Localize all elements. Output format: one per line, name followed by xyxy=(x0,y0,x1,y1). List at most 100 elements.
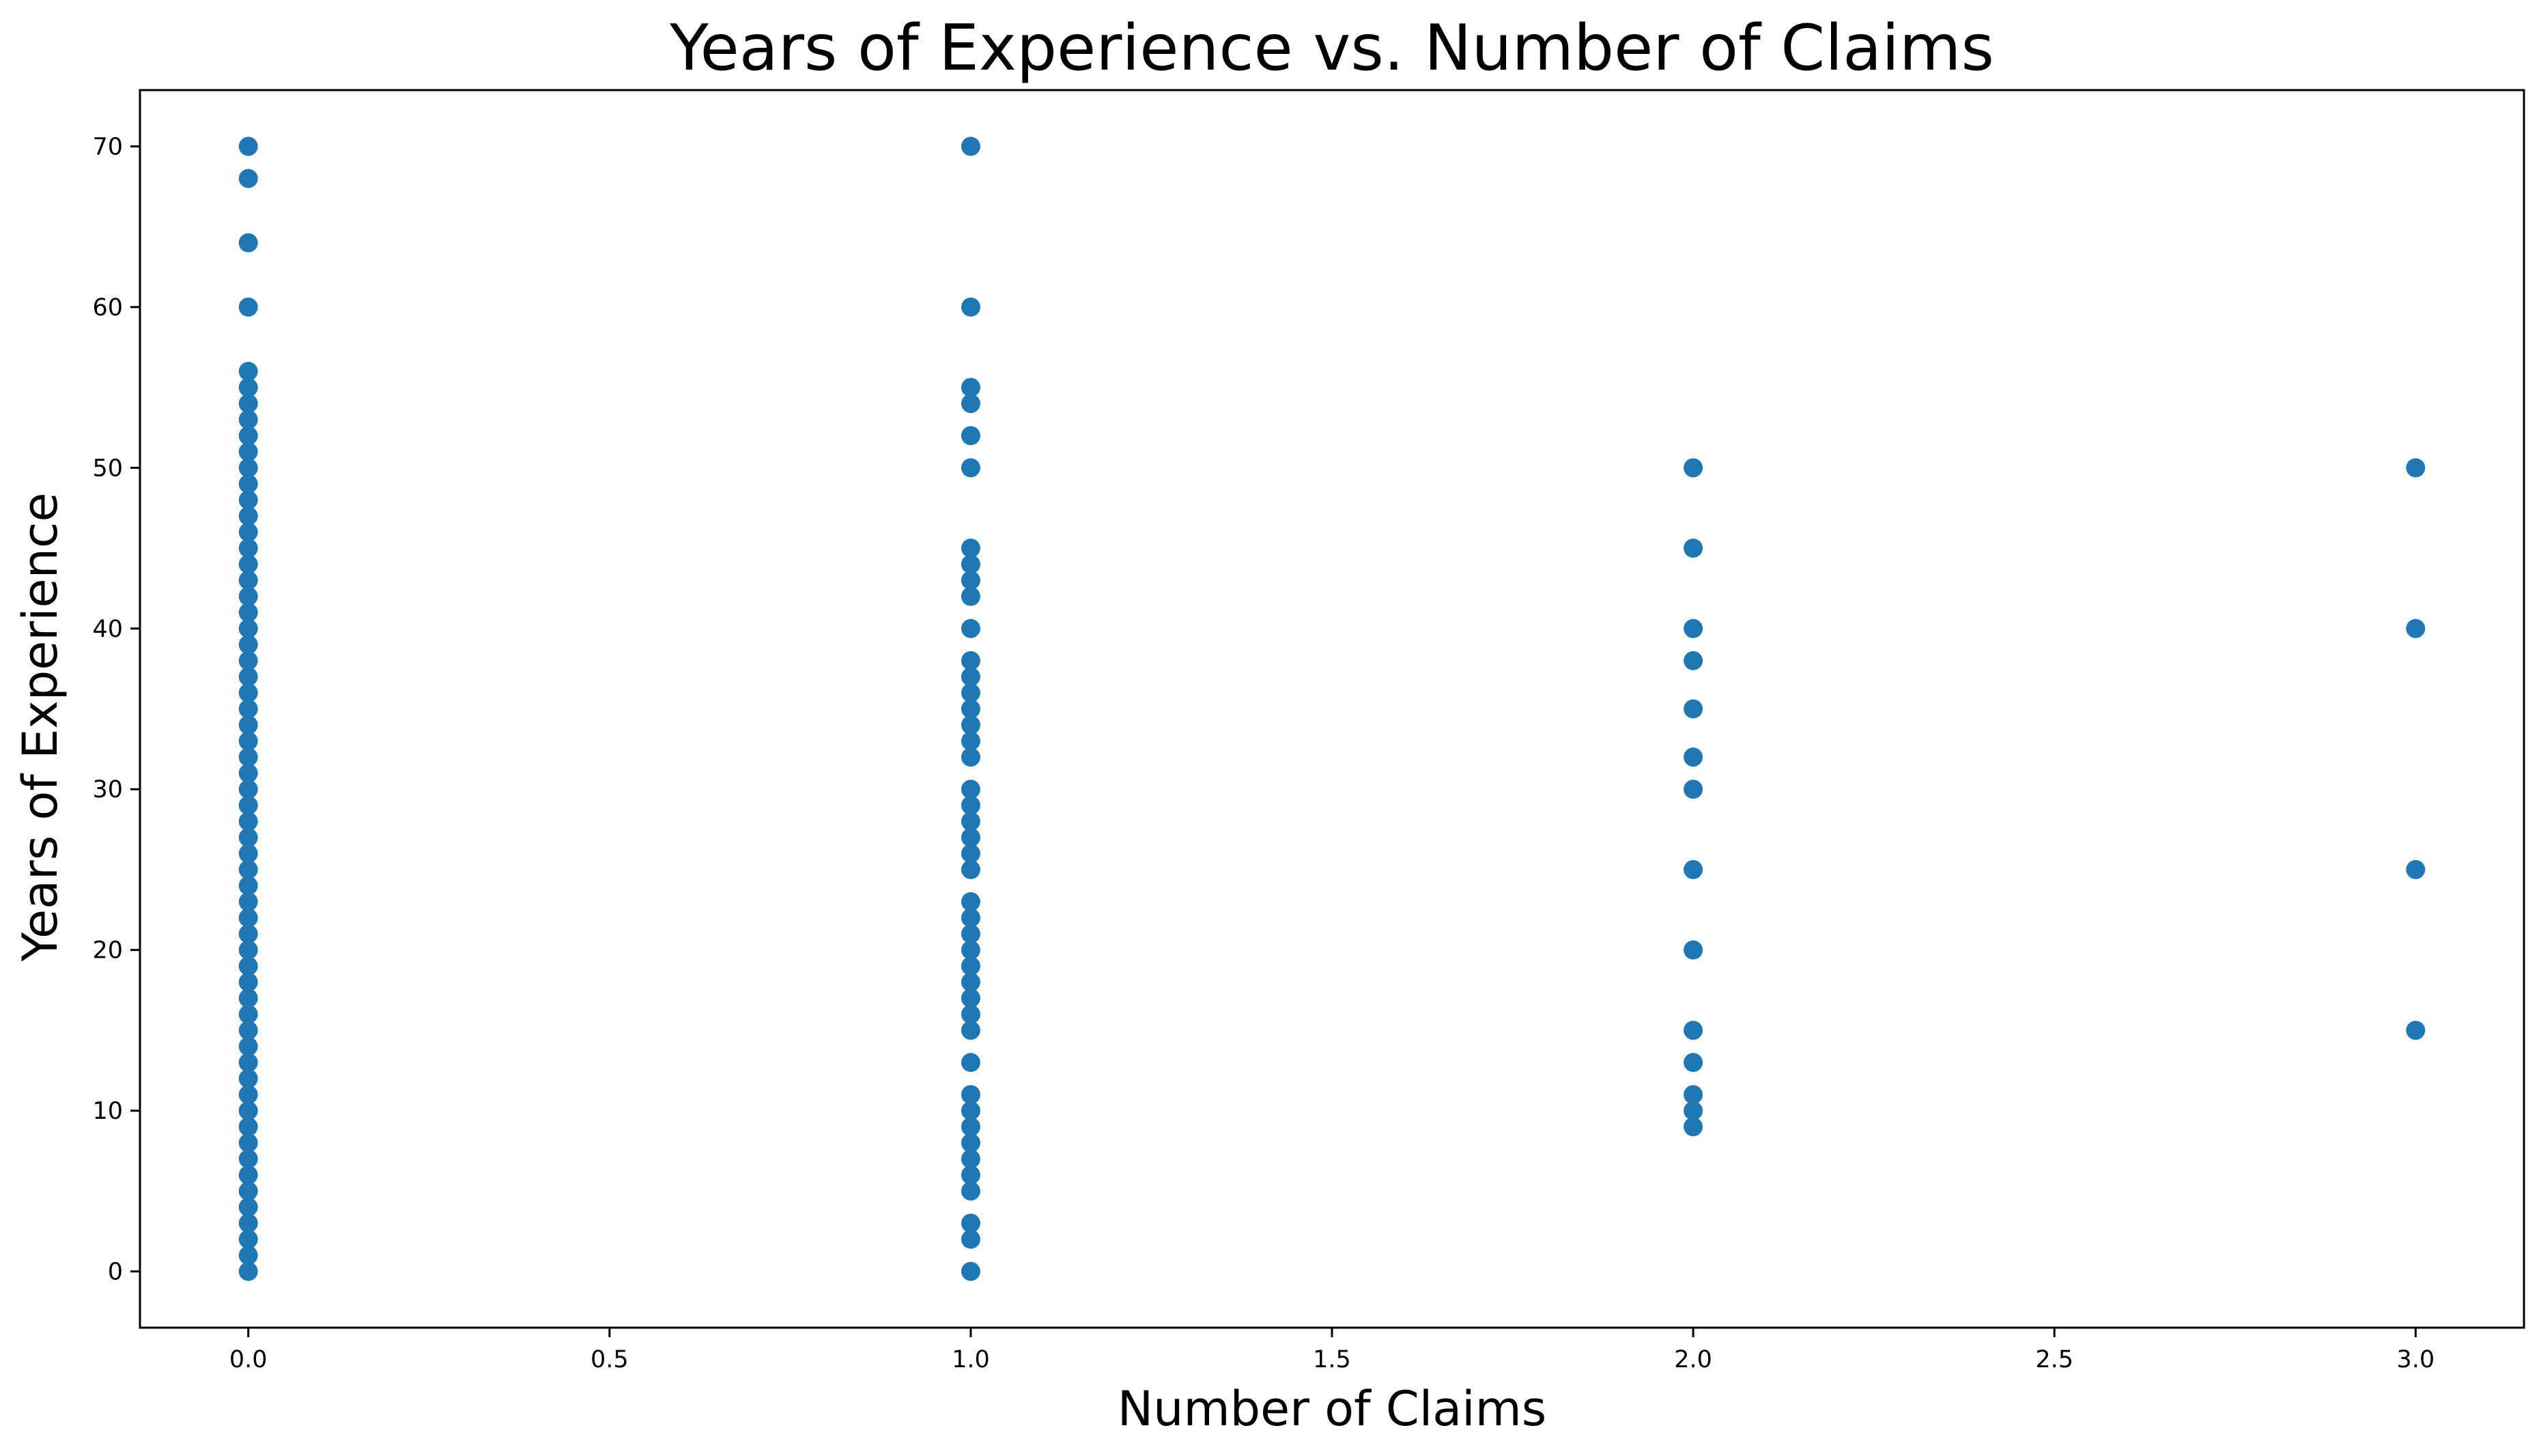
data-point xyxy=(238,586,258,606)
data-point xyxy=(961,1261,980,1281)
data-point xyxy=(238,859,258,879)
data-point xyxy=(961,699,980,719)
data-point xyxy=(238,1036,258,1056)
data-point xyxy=(961,1053,980,1072)
data-point xyxy=(961,667,980,687)
y-tick-label: 10 xyxy=(92,1098,123,1125)
data-point xyxy=(238,377,258,397)
data-point xyxy=(238,795,258,815)
data-point xyxy=(238,1246,258,1266)
data-point xyxy=(238,169,258,188)
data-point xyxy=(1684,859,1703,879)
data-point xyxy=(238,362,258,382)
data-point xyxy=(1684,1053,1703,1072)
x-tick-label: 0.0 xyxy=(229,1346,268,1373)
data-point xyxy=(961,827,980,847)
data-point xyxy=(961,1165,980,1185)
data-point xyxy=(238,554,258,574)
data-point xyxy=(1684,1101,1703,1121)
data-point xyxy=(961,795,980,815)
data-point xyxy=(238,442,258,461)
data-point xyxy=(238,892,258,912)
data-point xyxy=(961,571,980,590)
data-point xyxy=(1684,699,1703,719)
data-point xyxy=(961,924,980,944)
data-point xyxy=(961,956,980,976)
data-point xyxy=(238,539,258,558)
data-point xyxy=(238,1213,258,1233)
x-tick-label: 2.5 xyxy=(2035,1346,2073,1373)
data-point xyxy=(961,731,980,751)
y-axis-label: Years of Experience xyxy=(12,492,68,962)
data-point xyxy=(238,410,258,429)
data-point xyxy=(238,844,258,863)
data-point xyxy=(238,876,258,896)
data-point xyxy=(961,859,980,879)
data-point xyxy=(238,297,258,317)
data-point xyxy=(961,651,980,670)
data-point xyxy=(238,683,258,702)
data-point xyxy=(961,1085,980,1104)
data-point xyxy=(961,908,980,928)
data-point xyxy=(238,1197,258,1217)
data-point xyxy=(238,827,258,847)
x-axis-label: Number of Claims xyxy=(1118,1381,1547,1437)
data-point xyxy=(238,972,258,992)
data-point xyxy=(238,763,258,783)
data-point xyxy=(961,1004,980,1024)
data-point xyxy=(961,988,980,1008)
data-point xyxy=(961,554,980,574)
data-point xyxy=(961,586,980,606)
data-point xyxy=(1684,1085,1703,1104)
data-point xyxy=(1684,1117,1703,1137)
data-point xyxy=(238,1004,258,1024)
data-point xyxy=(961,1149,980,1169)
data-point xyxy=(238,1117,258,1137)
data-point xyxy=(1684,1020,1703,1040)
axis-ticks: 0.0 0.5 1.0 1.5 2.0 2.5 3.0 0 10 20 30 40 50 60 70 xyxy=(92,133,2435,1373)
data-points xyxy=(238,137,2426,1281)
data-point xyxy=(238,506,258,526)
data-point xyxy=(238,667,258,687)
data-point xyxy=(238,474,258,494)
data-point xyxy=(961,715,980,735)
data-point xyxy=(1684,780,1703,799)
data-point xyxy=(961,683,980,702)
data-point xyxy=(238,1149,258,1169)
data-point xyxy=(1684,747,1703,767)
data-point xyxy=(238,747,258,767)
data-point xyxy=(238,233,258,253)
x-tick-label: 1.5 xyxy=(1313,1346,1351,1373)
data-point xyxy=(238,699,258,719)
data-point xyxy=(961,137,980,156)
y-tick-label: 30 xyxy=(92,776,123,803)
data-point xyxy=(238,956,258,976)
data-point xyxy=(238,1069,258,1089)
data-point xyxy=(238,1165,258,1185)
y-tick-label: 70 xyxy=(92,133,123,160)
data-point xyxy=(961,812,980,831)
data-point xyxy=(238,731,258,751)
data-point xyxy=(238,394,258,414)
data-point xyxy=(961,458,980,478)
y-tick-label: 50 xyxy=(92,455,123,482)
data-point xyxy=(238,812,258,831)
data-point xyxy=(961,940,980,960)
data-point xyxy=(238,988,258,1008)
data-point xyxy=(238,522,258,542)
data-point xyxy=(961,1181,980,1201)
data-point xyxy=(1684,539,1703,558)
data-point xyxy=(961,1020,980,1040)
data-point xyxy=(961,844,980,863)
data-point xyxy=(238,618,258,638)
x-tick-label: 1.0 xyxy=(952,1346,990,1373)
data-point xyxy=(238,458,258,478)
data-point xyxy=(1684,458,1703,478)
data-point xyxy=(238,1181,258,1201)
data-point xyxy=(2406,1020,2426,1040)
data-point xyxy=(238,715,258,735)
data-point xyxy=(238,908,258,928)
data-point xyxy=(961,780,980,799)
